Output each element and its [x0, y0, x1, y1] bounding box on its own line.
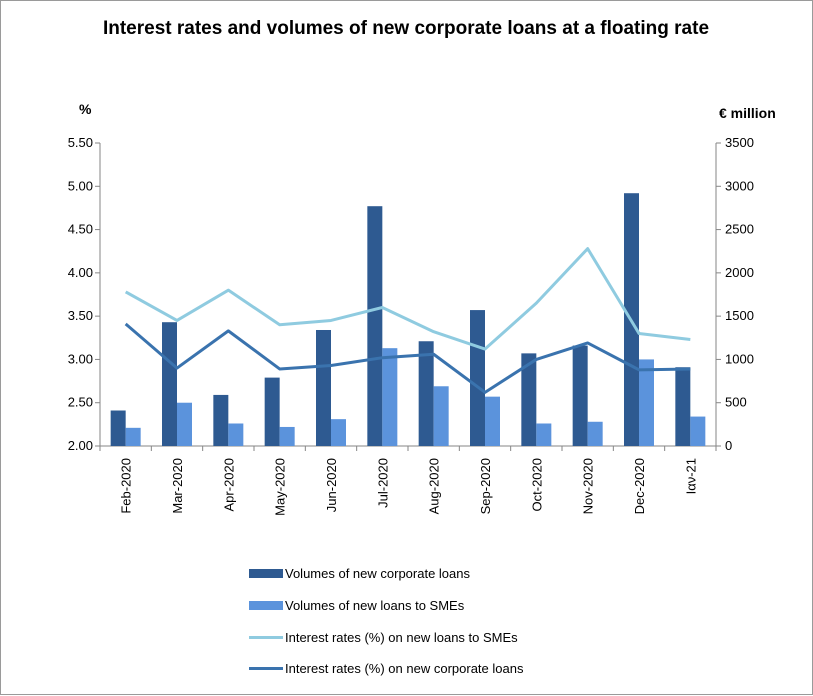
left-axis-unit: %: [79, 101, 92, 117]
legend-label-sme-rates: Interest rates (%) on new loans to SMEs: [285, 629, 518, 645]
bar-sme-volume: [690, 416, 706, 446]
chart-title: Interest rates and volumes of new corpor…: [102, 18, 710, 39]
left-tick-label: 5.50: [68, 135, 93, 150]
left-tick-label: 5.00: [68, 178, 93, 193]
bar-corporate-volume: [162, 322, 177, 446]
x-tick-label: Dec-2020: [632, 458, 647, 514]
x-tick-label: Feb-2020: [119, 458, 134, 514]
x-tick-label: Jun-2020: [324, 458, 339, 512]
x-tick-label: Mar-2020: [170, 458, 185, 514]
right-tick-label: 3000: [725, 178, 754, 193]
legend-label-corporate-volumes: Volumes of new corporate loans: [285, 565, 470, 581]
bar-sme-volume: [331, 419, 346, 446]
bar-corporate-volume: [316, 329, 331, 446]
right-tick-label: 1500: [725, 308, 754, 323]
x-tick-label: May-2020: [273, 458, 288, 516]
x-tick-label: Jul-2020: [375, 458, 390, 508]
bar-sme-volume: [125, 427, 141, 446]
x-tick-label: Sep-2020: [478, 458, 493, 514]
line-corporate-rates: [124, 322, 691, 394]
left-tick-label: 2.50: [68, 395, 93, 410]
right-tick-label: 1000: [725, 351, 754, 366]
bar-sme-volume: [279, 426, 295, 446]
legend-item-sme-rates: Interest rates (%) on new loans to SMEs: [249, 627, 518, 647]
bar-sme-volume: [382, 348, 398, 446]
line-sme-rates: [124, 247, 691, 351]
legend-item-corporate-rates: Interest rates (%) on new corporate loan…: [249, 658, 523, 678]
bar-corporate-volume: [367, 206, 383, 446]
left-tick-label: 2.00: [68, 438, 93, 453]
x-tick-label: Oct-2020: [529, 458, 544, 511]
legend-item-sme-volumes: Volumes of new loans to SMEs: [249, 595, 464, 615]
legend-swatch-corporate-rates: [249, 666, 283, 670]
legend-label-corporate-rates: Interest rates (%) on new corporate loan…: [285, 660, 524, 676]
left-tick-label: 3.50: [68, 308, 93, 323]
x-tick-label: Ιαν-21: [683, 458, 698, 494]
bar-corporate-volume: [110, 410, 126, 446]
legend-swatch-corporate-volumes: [249, 568, 283, 578]
bar-corporate-volume: [675, 367, 691, 446]
left-tick-label: 3.00: [68, 351, 93, 366]
bar-corporate-volume: [418, 341, 434, 446]
x-tick-label: Apr-2020: [221, 458, 236, 511]
x-tick-label: Aug-2020: [427, 458, 442, 514]
bar-corporate-volume: [572, 345, 588, 446]
legend-swatch-sme-rates: [249, 635, 283, 639]
right-tick-label: 2000: [725, 265, 754, 280]
bar-sme-volume: [536, 423, 552, 446]
bar-corporate-volume: [470, 310, 485, 446]
legend-item-corporate-volumes: Volumes of new corporate loans: [249, 563, 470, 583]
right-tick-label: 0: [725, 438, 732, 453]
right-tick-label: 3500: [725, 135, 754, 150]
right-axis-unit: € million: [719, 105, 776, 121]
bar-corporate-volume: [264, 377, 280, 446]
right-tick-label: 500: [725, 395, 747, 410]
legend-label-sme-volumes: Volumes of new loans to SMEs: [285, 597, 465, 613]
left-tick-label: 4.50: [68, 222, 93, 237]
bar-sme-volume: [228, 423, 244, 446]
x-tick-label: Nov-2020: [581, 458, 596, 514]
bar-sme-volume: [587, 421, 603, 446]
bar-corporate-volume: [213, 394, 229, 446]
bar-sme-volume: [177, 402, 192, 446]
right-tick-label: 2500: [725, 222, 754, 237]
legend-swatch-sme-volumes: [249, 600, 283, 610]
left-tick-label: 4.00: [68, 265, 93, 280]
bar-sme-volume: [485, 396, 500, 446]
bar-sme-volume: [433, 386, 449, 446]
bar-corporate-volume: [521, 353, 537, 446]
bar-sme-volume: [639, 359, 654, 446]
